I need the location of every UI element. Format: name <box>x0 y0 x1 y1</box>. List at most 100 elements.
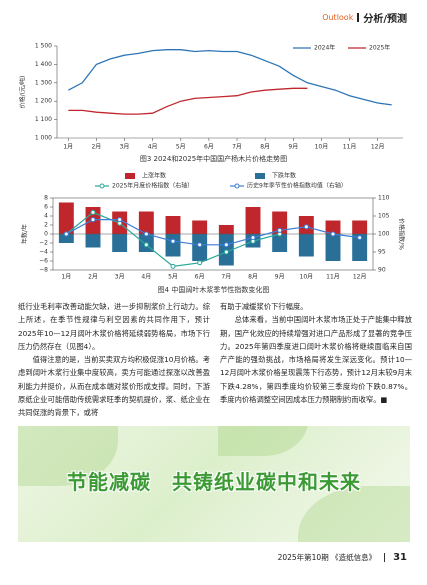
x-tick-label: 8月 <box>248 274 258 281</box>
index-chart: −8 −6 −4 −2 0 2 4 6 8 90 95 100 105 110 年数/年 价格指数/% 1月 2月… <box>21 172 406 281</box>
bar <box>85 234 101 248</box>
marker <box>250 235 256 241</box>
y-tick-label: 1 400 <box>35 61 52 68</box>
marker <box>90 209 96 215</box>
x-tick-label: 3月 <box>115 274 125 281</box>
legend-label: 历史9年季节性价格指数均值（右轴） <box>247 182 347 190</box>
price-chart: 1 000 1 100 1 200 1 300 1 400 1 500 1月 2月 3月 4月 5月… <box>19 43 403 151</box>
bar <box>218 225 234 234</box>
y-tick-label: −2 <box>39 240 48 247</box>
y-tick-label: −4 <box>39 249 48 256</box>
x-tick-label: 4月 <box>148 144 158 151</box>
marker <box>143 242 149 248</box>
y-tick-label: 0 <box>44 231 48 238</box>
y-tick-label: 2 <box>44 222 48 229</box>
x-tick-label: 3月 <box>120 144 130 151</box>
header-bar <box>357 13 360 22</box>
x-tick-label: 4月 <box>141 274 151 281</box>
marker <box>357 235 363 241</box>
y2-tick-label: 110 <box>378 195 390 202</box>
x-tick-label: 12月 <box>371 144 385 151</box>
marker <box>63 231 69 237</box>
legend-label: 下跌年数 <box>272 172 296 180</box>
left-column: 纸行业毛利率改善动能欠缺，进一步抑制浆价上行动力。综上所述，在季节性规律与利空因… <box>18 300 210 420</box>
footer-sep <box>384 553 386 562</box>
bar <box>272 211 288 234</box>
section-en: Outlook <box>322 13 354 22</box>
x-tick-label: 5月 <box>168 274 178 281</box>
bar <box>325 234 341 261</box>
marker <box>170 238 176 244</box>
marker <box>277 227 283 233</box>
y-tick-label: 6 <box>44 204 48 211</box>
header: Outlook 分析/预测 <box>322 10 407 25</box>
y-tick-label: 1 500 <box>35 43 52 50</box>
y-tick-label: 8 <box>44 195 48 202</box>
issue: 2025年第10期 《造纸信息》 <box>277 553 377 562</box>
marker <box>330 231 336 237</box>
bar <box>352 220 368 234</box>
bar <box>165 234 181 257</box>
y-tick-label: 1 300 <box>35 79 52 86</box>
bar <box>272 234 288 252</box>
x-tick-label: 8月 <box>260 144 270 151</box>
x-tick-label: 6月 <box>204 144 214 151</box>
x-tick-label: 9月 <box>275 274 285 281</box>
paragraph: 纸行业毛利率改善动能欠缺，进一步抑制浆价上行动力。综上所述，在季节性规律与利空因… <box>18 302 210 351</box>
page-number: 31 <box>393 552 407 563</box>
y2-tick-label: 100 <box>378 231 390 238</box>
y-axis-label: 年数/年 <box>21 224 29 244</box>
x-tick-label: 2月 <box>91 144 101 151</box>
paragraph: 值得注意的是，当前买卖双方均积极促涨10月价格。考虑到阔叶木浆行业集中度较高，卖… <box>18 355 210 418</box>
x-tick-label: 2月 <box>88 274 98 281</box>
legend-label: 2024年 <box>314 44 335 52</box>
x-tick-label: 7月 <box>221 274 231 281</box>
y-tick-label: 1 200 <box>35 98 52 105</box>
y-tick-label: −6 <box>39 258 48 265</box>
bar <box>352 234 368 261</box>
bar <box>165 216 181 234</box>
paragraph: 总体来看，当前中国阔叶木浆市场正处于产能集中释放期，国产化效应的持续增强对进口产… <box>220 315 412 405</box>
bar <box>298 234 314 257</box>
legend-label: 2025年 <box>369 44 390 52</box>
y-tick-label: 1 000 <box>35 135 52 142</box>
marker <box>197 260 203 266</box>
section-title: 分析/预测 <box>363 14 407 25</box>
x-tick-label: 5月 <box>176 144 186 151</box>
paragraph: 有助于减缓浆价下行幅度。 <box>220 302 308 311</box>
right-column: 有助于减缓浆价下行幅度。 总体来看，当前中国阔叶木浆市场正处于产能集中释放期，国… <box>220 300 412 406</box>
legend-marker <box>99 183 105 189</box>
bar <box>138 211 154 234</box>
legend-marker <box>234 183 240 189</box>
y-tick-label: 4 <box>44 213 48 220</box>
y2-tick-label: 105 <box>378 213 390 220</box>
x-tick-label: 6月 <box>195 274 205 281</box>
legend-swatch <box>255 173 265 179</box>
y2-tick-label: 90 <box>378 267 386 274</box>
bar <box>192 234 208 261</box>
y-tick-label: 1 100 <box>35 116 52 123</box>
banner: 节能减碳 共铸纸业碳中和未来 <box>18 426 410 542</box>
leaf <box>218 426 308 456</box>
x-tick-label: 10月 <box>300 274 314 281</box>
marker <box>223 242 229 248</box>
legend-swatch <box>125 173 135 179</box>
bar <box>58 234 74 243</box>
x-tick-label: 7月 <box>232 144 242 151</box>
x-tick-label: 11月 <box>343 144 357 151</box>
y2-tick-label: 95 <box>378 249 386 256</box>
figure-caption: 图3 2024和2025年中国国产杨木片价格走势图 <box>139 155 288 163</box>
marker <box>170 263 176 269</box>
figure-caption: 图4 中国阔叶木浆季节性指数变化图 <box>157 286 270 294</box>
bar <box>325 220 341 234</box>
series-line <box>66 219 360 246</box>
marker <box>223 249 229 255</box>
marker <box>143 231 149 237</box>
series-line <box>68 87 308 115</box>
marker <box>303 224 309 230</box>
x-tick-label: 10月 <box>315 144 329 151</box>
x-tick-label: 9月 <box>288 144 298 151</box>
legend-label: 2025年月度价格指数（右轴） <box>112 182 193 190</box>
y2-axis-label: 价格指数/% <box>398 218 406 250</box>
